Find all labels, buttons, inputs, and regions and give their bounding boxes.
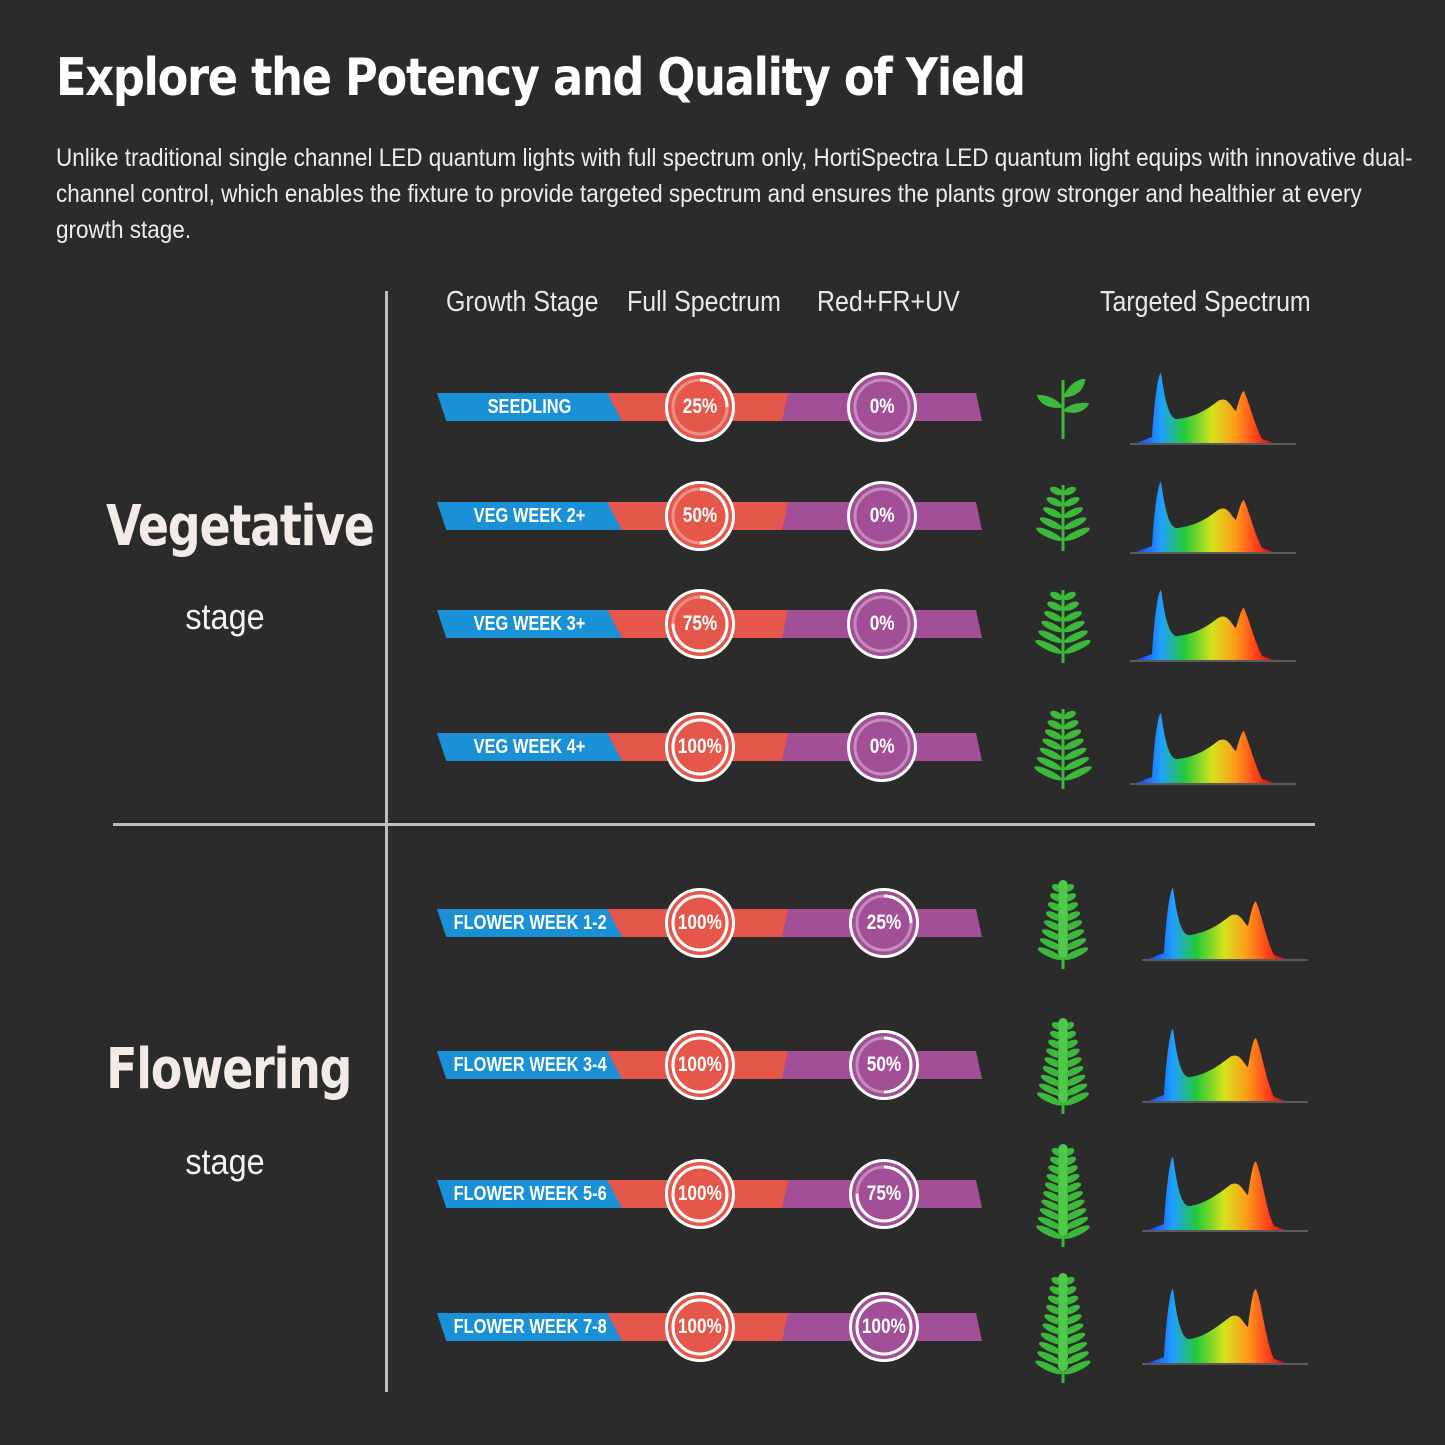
page-subtitle: Unlike traditional single channel LED qu… [56,144,1413,244]
red-fr-uv-dial-ring [855,894,913,952]
column-header-growth-stage: Growth Stage [446,286,599,318]
red-fr-uv-dial-ring [853,718,911,776]
column-header-red-fr-uv: Red+FR+UV [817,286,960,318]
full-spectrum-dial: 100% [665,1030,735,1100]
spectrum-chart-icon [1142,1289,1308,1365]
red-fr-uv-dial-value: 0% [869,735,895,758]
full-spectrum-dial-ring [671,1165,729,1223]
full-spectrum-dial-value: 100% [677,911,723,934]
growth-stage-label: VEG WEEK 2+ [437,502,622,530]
red-fr-uv-dial: 0% [847,712,917,782]
growth-stage-label: FLOWER WEEK 7-8 [437,1313,622,1341]
flowering-plant-icon [1036,1018,1090,1114]
spectrum-chart-icon [1142,1029,1308,1103]
full-spectrum-dial: 100% [665,1292,735,1362]
red-fr-uv-dial-value: 0% [869,612,895,635]
growth-stage-text: FLOWER WEEK 7-8 [453,1316,607,1338]
full-spectrum-dial-value: 100% [677,1315,723,1338]
red-fr-uv-dial: 0% [847,589,917,659]
red-fr-uv-dial-value: 75% [866,1182,902,1205]
horizontal-divider [113,823,1315,826]
full-spectrum-dial: 25% [665,372,735,442]
full-spectrum-dial: 50% [665,481,735,551]
red-fr-uv-dial-value: 0% [869,395,895,418]
red-fr-uv-dial-value: 0% [869,504,895,527]
full-spectrum-dial-value: 75% [682,612,718,635]
spectrum-chart-icon [1142,888,1308,961]
red-fr-uv-dial: 0% [847,372,917,442]
full-spectrum-dial-value: 100% [677,1182,723,1205]
page-title: Explore the Potency and Quality of Yield [56,48,1026,108]
spectrum-chart-icon [1142,1157,1308,1232]
red-fr-uv-dial-value: 50% [866,1053,902,1076]
growth-stage-label: FLOWER WEEK 5-6 [437,1180,622,1208]
young-plant-icon [1034,709,1092,789]
spectrum-chart-icon [1130,482,1296,554]
spectrum-chart-icon [1130,590,1296,662]
full-spectrum-dial: 100% [665,712,735,782]
red-fr-uv-dial: 50% [849,1030,919,1100]
growth-stage-text: VEG WEEK 4+ [473,736,586,758]
full-spectrum-dial-ring [671,894,729,952]
full-spectrum-dial-value: 100% [677,735,723,758]
red-fr-uv-dial-ring [853,378,911,436]
full-spectrum-dial-ring [671,1036,729,1094]
growth-stage-text: FLOWER WEEK 3-4 [453,1054,607,1076]
growth-stage-label: VEG WEEK 3+ [437,610,622,638]
flowering-plant-icon [1036,1143,1090,1247]
column-header-full-spectrum: Full Spectrum [627,286,781,318]
full-spectrum-dial: 100% [665,888,735,958]
red-fr-uv-dial: 0% [847,481,917,551]
full-spectrum-dial-value: 25% [682,395,718,418]
young-plant-icon [1036,485,1090,551]
growth-stage-text: FLOWER WEEK 5-6 [453,1183,607,1205]
red-fr-uv-dial-value: 25% [866,911,902,934]
group-subtitle-vegetative: stage [185,596,265,637]
seedling-icon [1036,378,1090,439]
full-spectrum-dial: 75% [665,589,735,659]
full-spectrum-dial-ring [671,487,729,545]
red-fr-uv-dial-ring [853,487,911,545]
column-header-targeted-spectrum: Targeted Spectrum [1100,286,1311,318]
full-spectrum-dial-ring [671,718,729,776]
full-spectrum-dial-value: 50% [682,504,718,527]
red-fr-uv-dial-value: 100% [861,1315,907,1338]
red-fr-uv-dial-ring [855,1298,913,1356]
growth-stage-text: SEEDLING [487,396,572,418]
growth-stage-text: VEG WEEK 3+ [473,613,586,635]
spectrum-chart-icon [1130,373,1296,445]
growth-stage-label: FLOWER WEEK 3-4 [437,1051,622,1079]
red-fr-uv-dial-ring [855,1165,913,1223]
growth-stage-label: SEEDLING [437,393,622,421]
full-spectrum-dial-ring [671,1298,729,1356]
red-fr-uv-dial-ring [855,1036,913,1094]
full-spectrum-dial-ring [671,378,729,436]
red-fr-uv-dial: 100% [849,1292,919,1362]
vertical-divider-top [385,291,388,823]
flowering-plant-icon [1037,879,1089,969]
full-spectrum-dial: 100% [665,1159,735,1229]
young-plant-icon [1035,589,1091,663]
growth-stage-text: VEG WEEK 2+ [473,505,586,527]
growth-stage-label: VEG WEEK 4+ [437,733,622,761]
spectrum-chart-icon [1130,713,1296,785]
red-fr-uv-dial-ring [853,595,911,653]
group-subtitle-flowering: stage [185,1141,265,1182]
growth-stage-text: FLOWER WEEK 1-2 [453,912,607,934]
flowering-plant-icon [1035,1273,1091,1383]
group-title-flowering: Flowering [106,1037,352,1102]
full-spectrum-dial-value: 100% [677,1053,723,1076]
red-fr-uv-dial: 75% [849,1159,919,1229]
vertical-divider-bottom [385,826,388,1392]
growth-stage-label: FLOWER WEEK 1-2 [437,909,622,937]
full-spectrum-dial-ring [671,595,729,653]
red-fr-uv-dial: 25% [849,888,919,958]
group-title-vegetative: Vegetative [106,494,375,559]
